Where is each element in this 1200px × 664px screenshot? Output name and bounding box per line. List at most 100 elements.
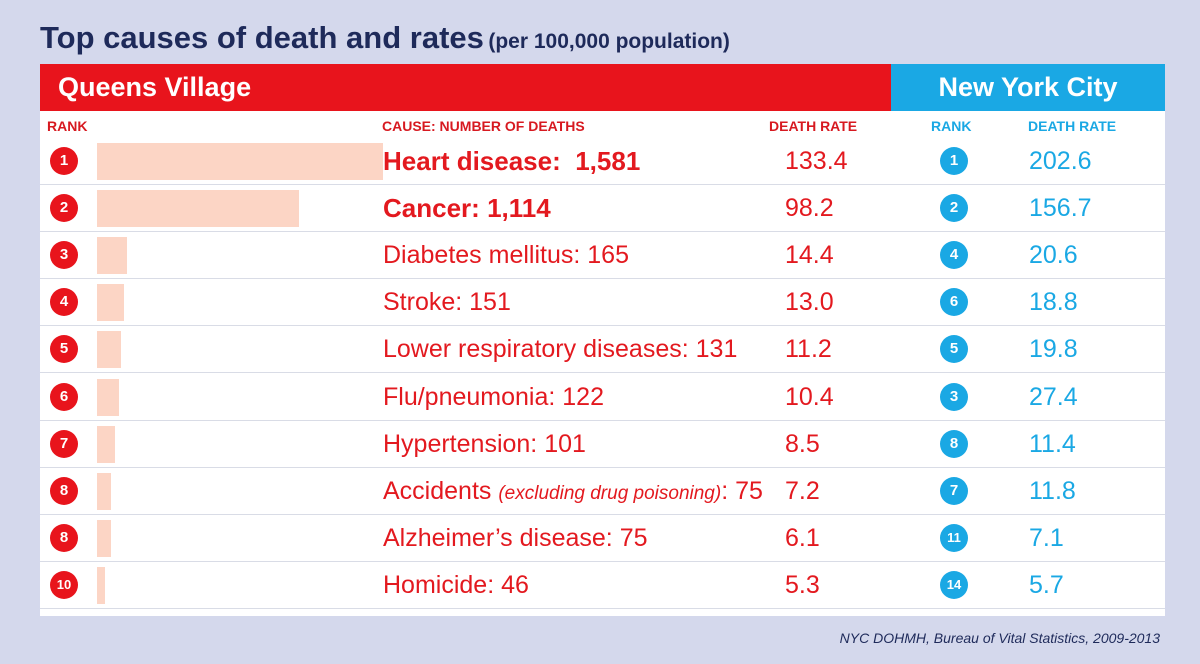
deaths-bar xyxy=(97,566,106,604)
cause-label: Hypertension: 101 xyxy=(383,421,586,468)
queens-rank-badge: 8 xyxy=(50,523,78,552)
title-main: Top causes of death and rates xyxy=(40,20,484,55)
nyc-rank-badge: 14 xyxy=(940,570,968,599)
cause-label: Diabetes mellitus: 165 xyxy=(383,232,629,279)
deaths-bar xyxy=(97,237,127,275)
row-divider xyxy=(40,231,1165,233)
queens-death-rate: 5.3 xyxy=(785,570,820,599)
deaths-bar xyxy=(97,472,111,510)
queens-rank-badge: 4 xyxy=(50,288,78,317)
nyc-death-rate: 27.4 xyxy=(1029,382,1078,411)
table-row: 6 Flu/pneumonia: 122 10.4 3 27.4 xyxy=(40,374,1165,421)
deaths-bar xyxy=(97,519,111,557)
cause-label: Heart disease: 1,581 xyxy=(383,138,640,185)
deaths-bar xyxy=(97,284,125,322)
queens-death-rate: 7.2 xyxy=(785,476,820,505)
table-row: 2 Cancer: 1,114 98.2 2 156.7 xyxy=(40,185,1165,233)
row-divider xyxy=(40,607,1165,609)
deaths-bar xyxy=(97,190,299,228)
nyc-death-rate: 7.1 xyxy=(1029,523,1064,552)
cause-name: Hypertension: xyxy=(383,429,538,458)
cause-note: (excluding drug poisoning) xyxy=(498,482,722,504)
cause-label: Alzheimer’s disease: 75 xyxy=(383,515,648,562)
cause-name: Alzheimer’s disease: xyxy=(383,523,613,552)
new-york-city-header: New York City xyxy=(891,64,1165,111)
cause-name: Homicide: xyxy=(383,570,495,599)
cause-name: Stroke: xyxy=(383,288,463,317)
queens-death-rate: 13.0 xyxy=(785,288,834,317)
title-subtitle: (per 100,000 population) xyxy=(488,30,730,53)
death-count: 131 xyxy=(695,335,738,364)
table-row: 8 Accidents (excluding drug poisoning): 7… xyxy=(40,468,1165,515)
cause-name: Lower respiratory diseases: xyxy=(383,335,689,364)
nyc-death-rate: 18.8 xyxy=(1029,288,1078,317)
queens-death-rate: 6.1 xyxy=(785,523,820,552)
row-divider xyxy=(40,184,1165,185)
table-row: 7 Hypertension: 101 8.5 8 11.4 xyxy=(40,421,1165,468)
cause-label: Stroke: 151 xyxy=(383,279,511,326)
chart-title: Top causes of death and rates (per 100,0… xyxy=(40,20,730,56)
cause-name: Accidents xyxy=(383,476,492,505)
cause-column-header: CAUSE: NUMBER OF DEATHS xyxy=(382,118,585,134)
cause-label: Cancer: 1,114 xyxy=(383,185,551,232)
cause-label: Flu/pneumonia: 122 xyxy=(383,374,604,421)
deaths-bar xyxy=(97,378,120,416)
nyc-rank-badge: 6 xyxy=(940,288,968,317)
queens-death-rate: 8.5 xyxy=(785,429,820,458)
nyc-death-rate: 20.6 xyxy=(1029,241,1078,270)
cause-label: Lower respiratory diseases: 131 xyxy=(383,326,737,373)
death-count: 46 xyxy=(501,570,529,599)
deaths-bar xyxy=(97,143,383,180)
nyc-rank-badge: 2 xyxy=(940,194,968,223)
queens-death-rate: 14.4 xyxy=(785,241,834,270)
death-count: 1,581 xyxy=(575,146,641,176)
nyc-rank-badge: 7 xyxy=(940,476,968,505)
table-row: 1 Heart disease: 1,581 133.4 1 202.6 xyxy=(40,138,1165,185)
death-count: 1,114 xyxy=(487,193,551,224)
death-count: 165 xyxy=(587,241,629,270)
cause-name: Cancer: xyxy=(383,193,480,224)
death-count: 151 xyxy=(469,288,511,317)
rank-column-header: RANK xyxy=(47,118,88,134)
queens-village-header: Queens Village xyxy=(40,64,891,111)
queens-death-rate: 11.2 xyxy=(785,335,832,364)
death-count: 75 xyxy=(735,476,763,505)
queens-rank-badge: 8 xyxy=(50,476,78,505)
nyc-death-rate: 156.7 xyxy=(1029,194,1092,223)
table-row: 5 Lower respiratory diseases: 131 11.2 5 19.… xyxy=(40,326,1165,374)
queens-rank-badge: 6 xyxy=(50,382,78,411)
table-row: 8 Alzheimer’s disease: 75 6.1 11 7.1 xyxy=(40,515,1165,562)
queens-death-rate: 133.4 xyxy=(785,147,848,175)
death-count: 122 xyxy=(562,382,604,411)
nyc-rank-badge: 1 xyxy=(940,147,968,175)
deaths-bar xyxy=(97,331,121,369)
queens-rank-badge: 2 xyxy=(50,194,78,223)
death-count: 75 xyxy=(619,523,648,552)
row-divider xyxy=(40,419,1165,421)
queens-death-rate: 10.4 xyxy=(785,382,834,411)
queens-rank-badge: 10 xyxy=(50,570,78,599)
nyc-rank-column-header: RANK xyxy=(931,118,972,134)
nyc-death-rate-column-header: DEATH RATE xyxy=(1028,118,1117,134)
row-divider xyxy=(40,466,1165,468)
queens-death-rate: 98.2 xyxy=(785,194,834,223)
death-count: 101 xyxy=(544,429,586,458)
table-row: 4 Stroke: 151 13.0 6 18.8 xyxy=(40,279,1165,327)
row-divider xyxy=(40,513,1165,515)
nyc-rank-badge: 4 xyxy=(940,241,968,270)
deaths-bar xyxy=(97,425,116,463)
table-row: 3 Diabetes mellitus: 165 14.4 4 20.6 xyxy=(40,232,1165,280)
nyc-rank-badge: 11 xyxy=(940,523,968,552)
source-note: NYC DOHMH, Bureau of Vital Statistics, 2… xyxy=(839,630,1160,646)
row-divider xyxy=(40,560,1165,562)
row-divider xyxy=(40,278,1165,280)
nyc-death-rate: 11.4 xyxy=(1029,429,1076,458)
queens-rank-badge: 5 xyxy=(50,335,78,364)
chart-panel: Queens Village New York City RANK CAUSE:… xyxy=(40,64,1165,616)
nyc-death-rate: 202.6 xyxy=(1029,147,1092,175)
queens-rank-badge: 3 xyxy=(50,241,78,270)
row-divider xyxy=(40,372,1165,374)
table-row: 10 Homicide: 46 5.3 14 5.7 xyxy=(40,562,1165,609)
nyc-rank-badge: 5 xyxy=(940,335,968,364)
death-rate-column-header: DEATH RATE xyxy=(769,118,858,134)
